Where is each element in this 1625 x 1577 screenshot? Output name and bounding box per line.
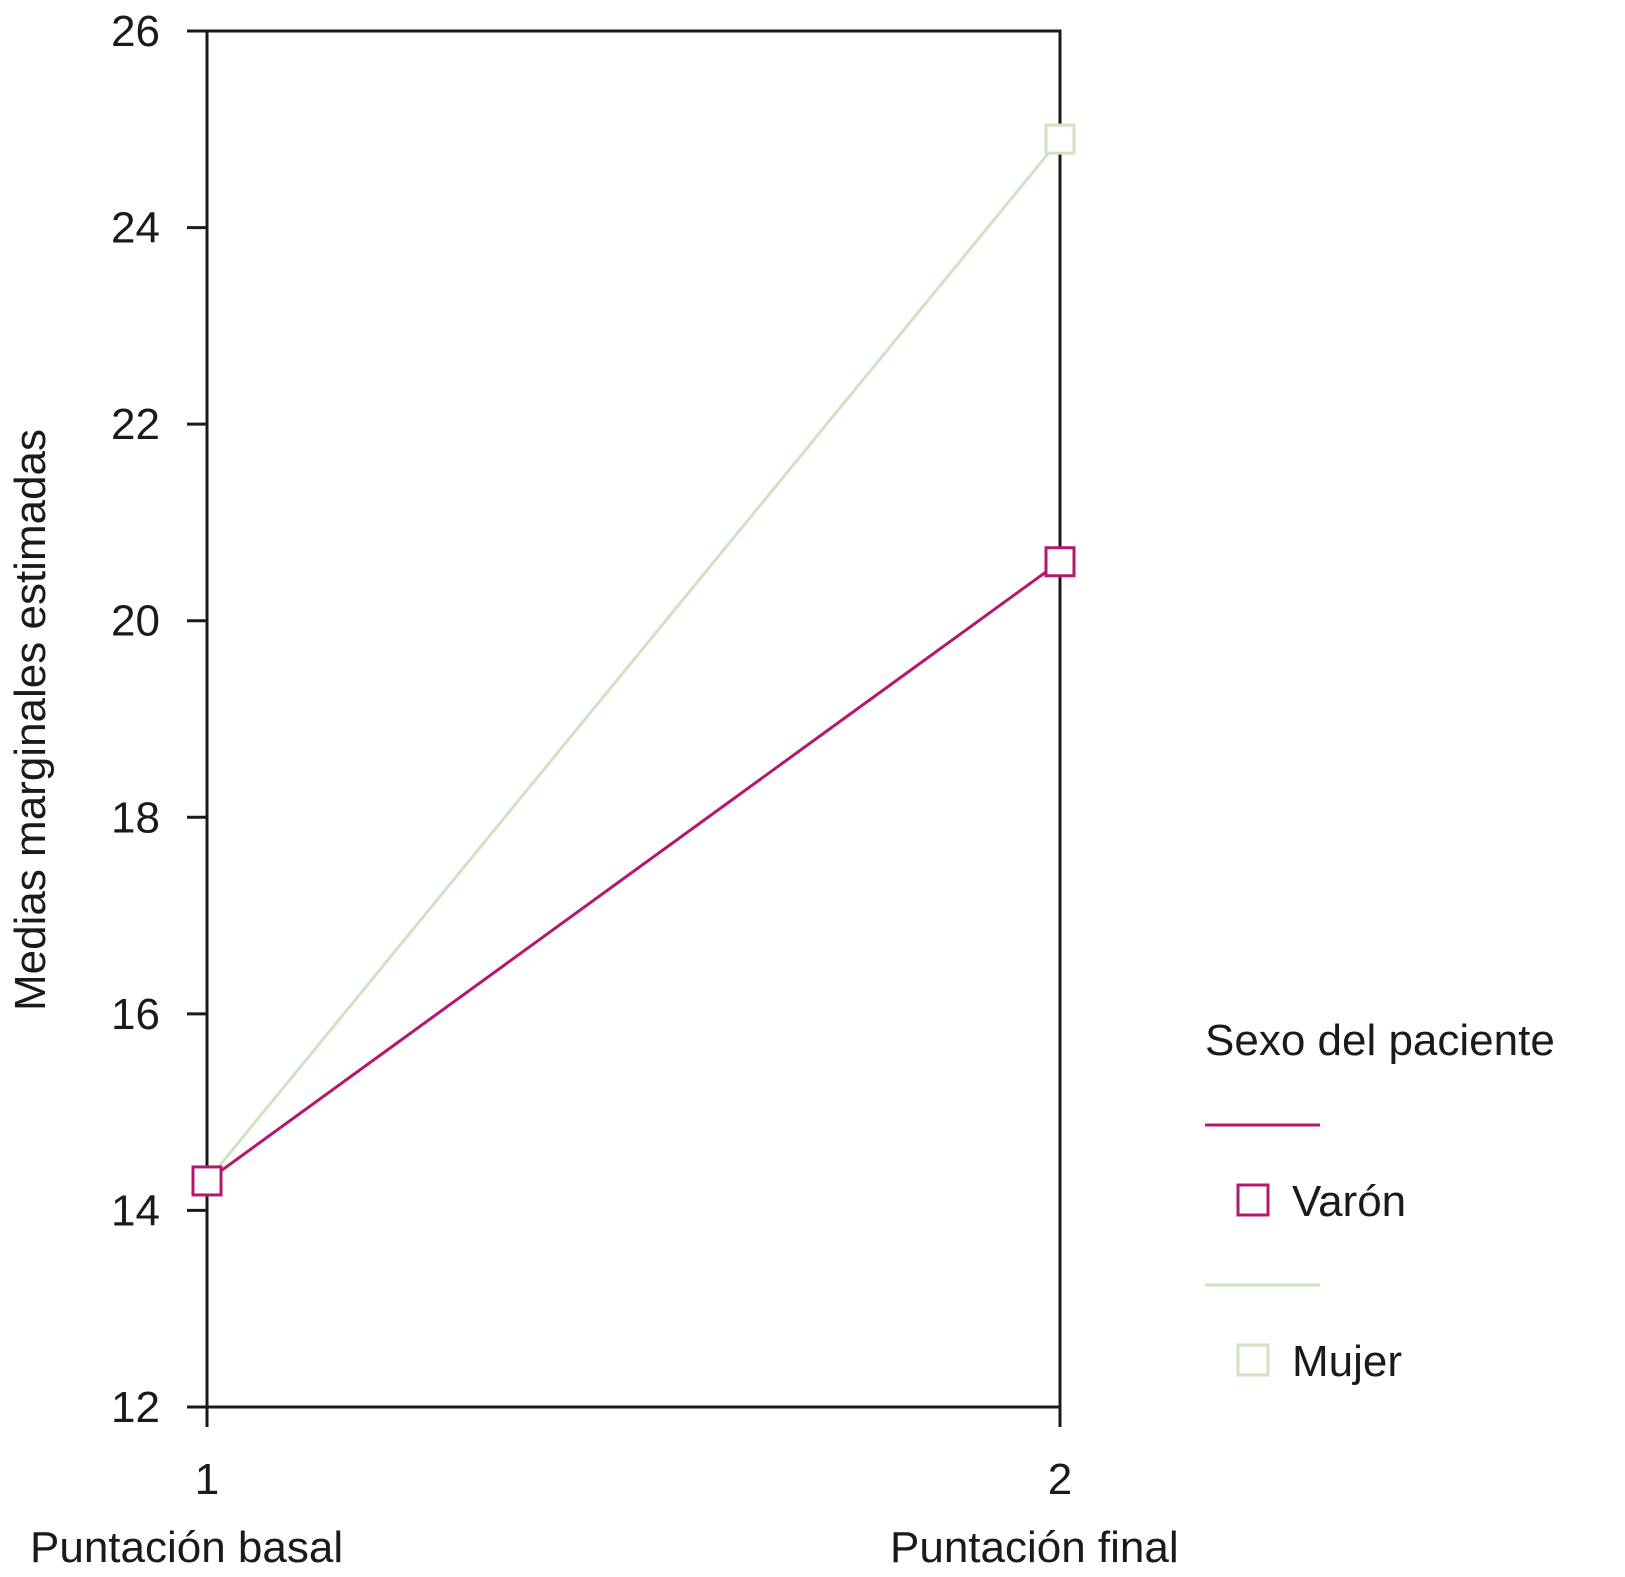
data-point bbox=[191, 1165, 223, 1197]
y-axis: 12 14 16 18 20 22 24 26 bbox=[111, 7, 207, 1432]
legend-marker bbox=[1236, 1183, 1270, 1217]
x-category-label: Puntación basal bbox=[30, 1523, 343, 1572]
series-varón bbox=[191, 546, 1076, 1197]
y-tick-label: 14 bbox=[111, 1186, 160, 1235]
x-axis: 1 Puntación basal 2 Puntación final bbox=[30, 1407, 1179, 1572]
legend-item-varón: Varón bbox=[1205, 1123, 1406, 1226]
y-tick-label: 16 bbox=[111, 990, 160, 1039]
plot-border bbox=[205, 29, 1062, 1409]
series-mujer bbox=[191, 123, 1076, 1197]
y-tick-label: 12 bbox=[111, 1383, 160, 1432]
data-point bbox=[1044, 546, 1076, 578]
legend-label: Mujer bbox=[1292, 1337, 1402, 1386]
y-tick-label: 20 bbox=[111, 597, 160, 646]
legend-label: Varón bbox=[1292, 1177, 1406, 1226]
series-line bbox=[206, 560, 1061, 1183]
legend-marker bbox=[1236, 1343, 1270, 1377]
y-tick-label: 24 bbox=[111, 204, 160, 253]
plot-frame bbox=[205, 29, 1062, 1409]
legend-title: Sexo del paciente bbox=[1205, 1016, 1555, 1065]
legend: Sexo del paciente Varón Mujer bbox=[1205, 1016, 1555, 1386]
x-tick-label: 1 bbox=[195, 1455, 219, 1504]
y-tick-label: 18 bbox=[111, 793, 160, 842]
data-point bbox=[1044, 123, 1076, 155]
y-tick-label: 26 bbox=[111, 7, 160, 56]
y-tick-label: 22 bbox=[111, 400, 160, 449]
series-line bbox=[205, 138, 1062, 1182]
legend-item-mujer: Mujer bbox=[1205, 1283, 1402, 1386]
x-category-label: Puntación final bbox=[890, 1523, 1179, 1572]
series-layer bbox=[191, 123, 1076, 1197]
x-tick-label: 2 bbox=[1048, 1455, 1072, 1504]
y-axis-title: Medias marginales estimadas bbox=[6, 429, 55, 1011]
